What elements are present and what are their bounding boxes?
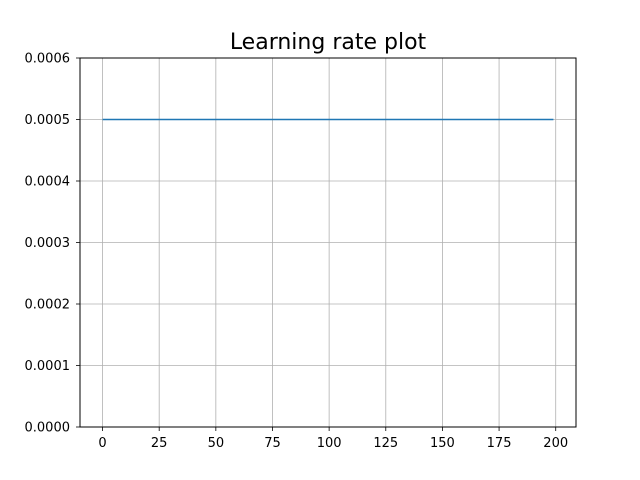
y-tick-label: 0.0003 <box>25 236 71 251</box>
x-tick-label: 100 <box>317 436 342 451</box>
tick-layer: 0 25 50 75 100 125 150 175 200 0.0000 0.0001 0.0002… <box>25 52 569 452</box>
y-tick-label: 0.0000 <box>25 421 71 436</box>
x-tick-label: 150 <box>430 436 455 451</box>
y-tick-label: 0.0006 <box>25 52 71 67</box>
y-tick-label: 0.0005 <box>25 113 71 128</box>
x-tick-label: 75 <box>264 436 281 451</box>
x-tick-label: 175 <box>487 436 512 451</box>
y-tick-label: 0.0004 <box>25 175 71 190</box>
x-tick-label: 0 <box>98 436 106 451</box>
x-tick-label: 25 <box>151 436 168 451</box>
y-tick-label: 0.0001 <box>25 359 71 374</box>
x-tick-label: 200 <box>543 436 568 451</box>
x-tick-label: 125 <box>373 436 398 451</box>
x-tick-label: 50 <box>208 436 225 451</box>
y-tick-label: 0.0002 <box>25 298 71 313</box>
chart-title: Learning rate plot <box>230 30 427 55</box>
